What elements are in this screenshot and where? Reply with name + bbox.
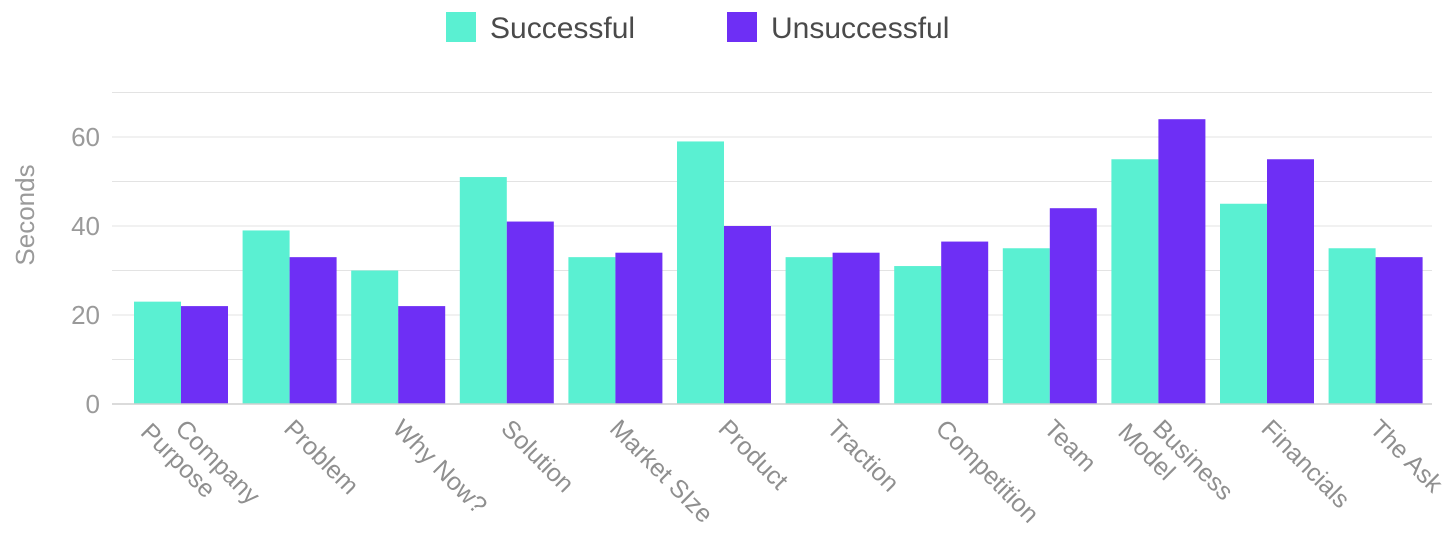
x-axis-labels: CompanyPurpose Problem Why Now? Solution Mar… [135, 399, 1442, 529]
bar-unsuccessful [506, 221, 554, 404]
legend-swatch-successful [446, 12, 476, 42]
legend-label-unsuccessful: Unsuccessful [771, 12, 949, 45]
bar-successful [1002, 248, 1050, 404]
bar-successful [568, 257, 616, 404]
x-category-label: Financials [1256, 414, 1355, 513]
legend-label-successful: Successful [490, 12, 635, 45]
x-category-label: BusinessModel [1113, 399, 1239, 525]
y-axis-ticks: 0 20 40 60 [71, 122, 100, 419]
bar-successful [242, 230, 290, 404]
x-category-label: Team [1039, 414, 1102, 477]
bars [134, 119, 1423, 404]
bar-unsuccessful [1049, 208, 1097, 404]
bar-unsuccessful [941, 241, 989, 404]
bar-unsuccessful [1158, 119, 1206, 404]
bar-successful [894, 266, 942, 404]
bar-successful [1220, 203, 1267, 404]
x-category-label: Problem [278, 414, 364, 500]
bar-unsuccessful [615, 252, 663, 404]
bar-successful [459, 177, 507, 404]
bar-successful [134, 301, 181, 404]
bar-unsuccessful [1267, 159, 1314, 404]
y-axis-title: Seconds [10, 164, 40, 265]
y-tick-label: 60 [71, 122, 100, 152]
bar-successful [351, 270, 399, 404]
x-category-label: Traction [821, 414, 904, 497]
y-tick-label: 20 [71, 300, 100, 330]
bar-unsuccessful [1375, 257, 1423, 404]
x-category-label: Market SIze [604, 414, 718, 528]
y-tick-label: 0 [86, 389, 100, 419]
x-category-label: Solution [496, 414, 580, 498]
bar-successful [677, 141, 724, 404]
x-category-label: The Ask [1364, 414, 1442, 498]
x-category-label: CompanyPurpose [135, 399, 265, 529]
bar-unsuccessful [181, 306, 228, 404]
bar-successful [1328, 248, 1376, 404]
bar-unsuccessful [832, 252, 880, 404]
legend-swatch-unsuccessful [727, 12, 757, 42]
bar-unsuccessful [724, 226, 771, 404]
bar-unsuccessful [289, 257, 337, 404]
bar-successful [1111, 159, 1159, 404]
bar-successful [785, 257, 833, 404]
bar-unsuccessful [398, 306, 446, 404]
chart-legend: Successful Unsuccessful [446, 12, 949, 45]
y-tick-label: 40 [71, 211, 100, 241]
x-category-label: Why Now? [387, 414, 492, 519]
x-category-label: Product [713, 414, 794, 495]
x-category-label: Competition [930, 414, 1044, 528]
